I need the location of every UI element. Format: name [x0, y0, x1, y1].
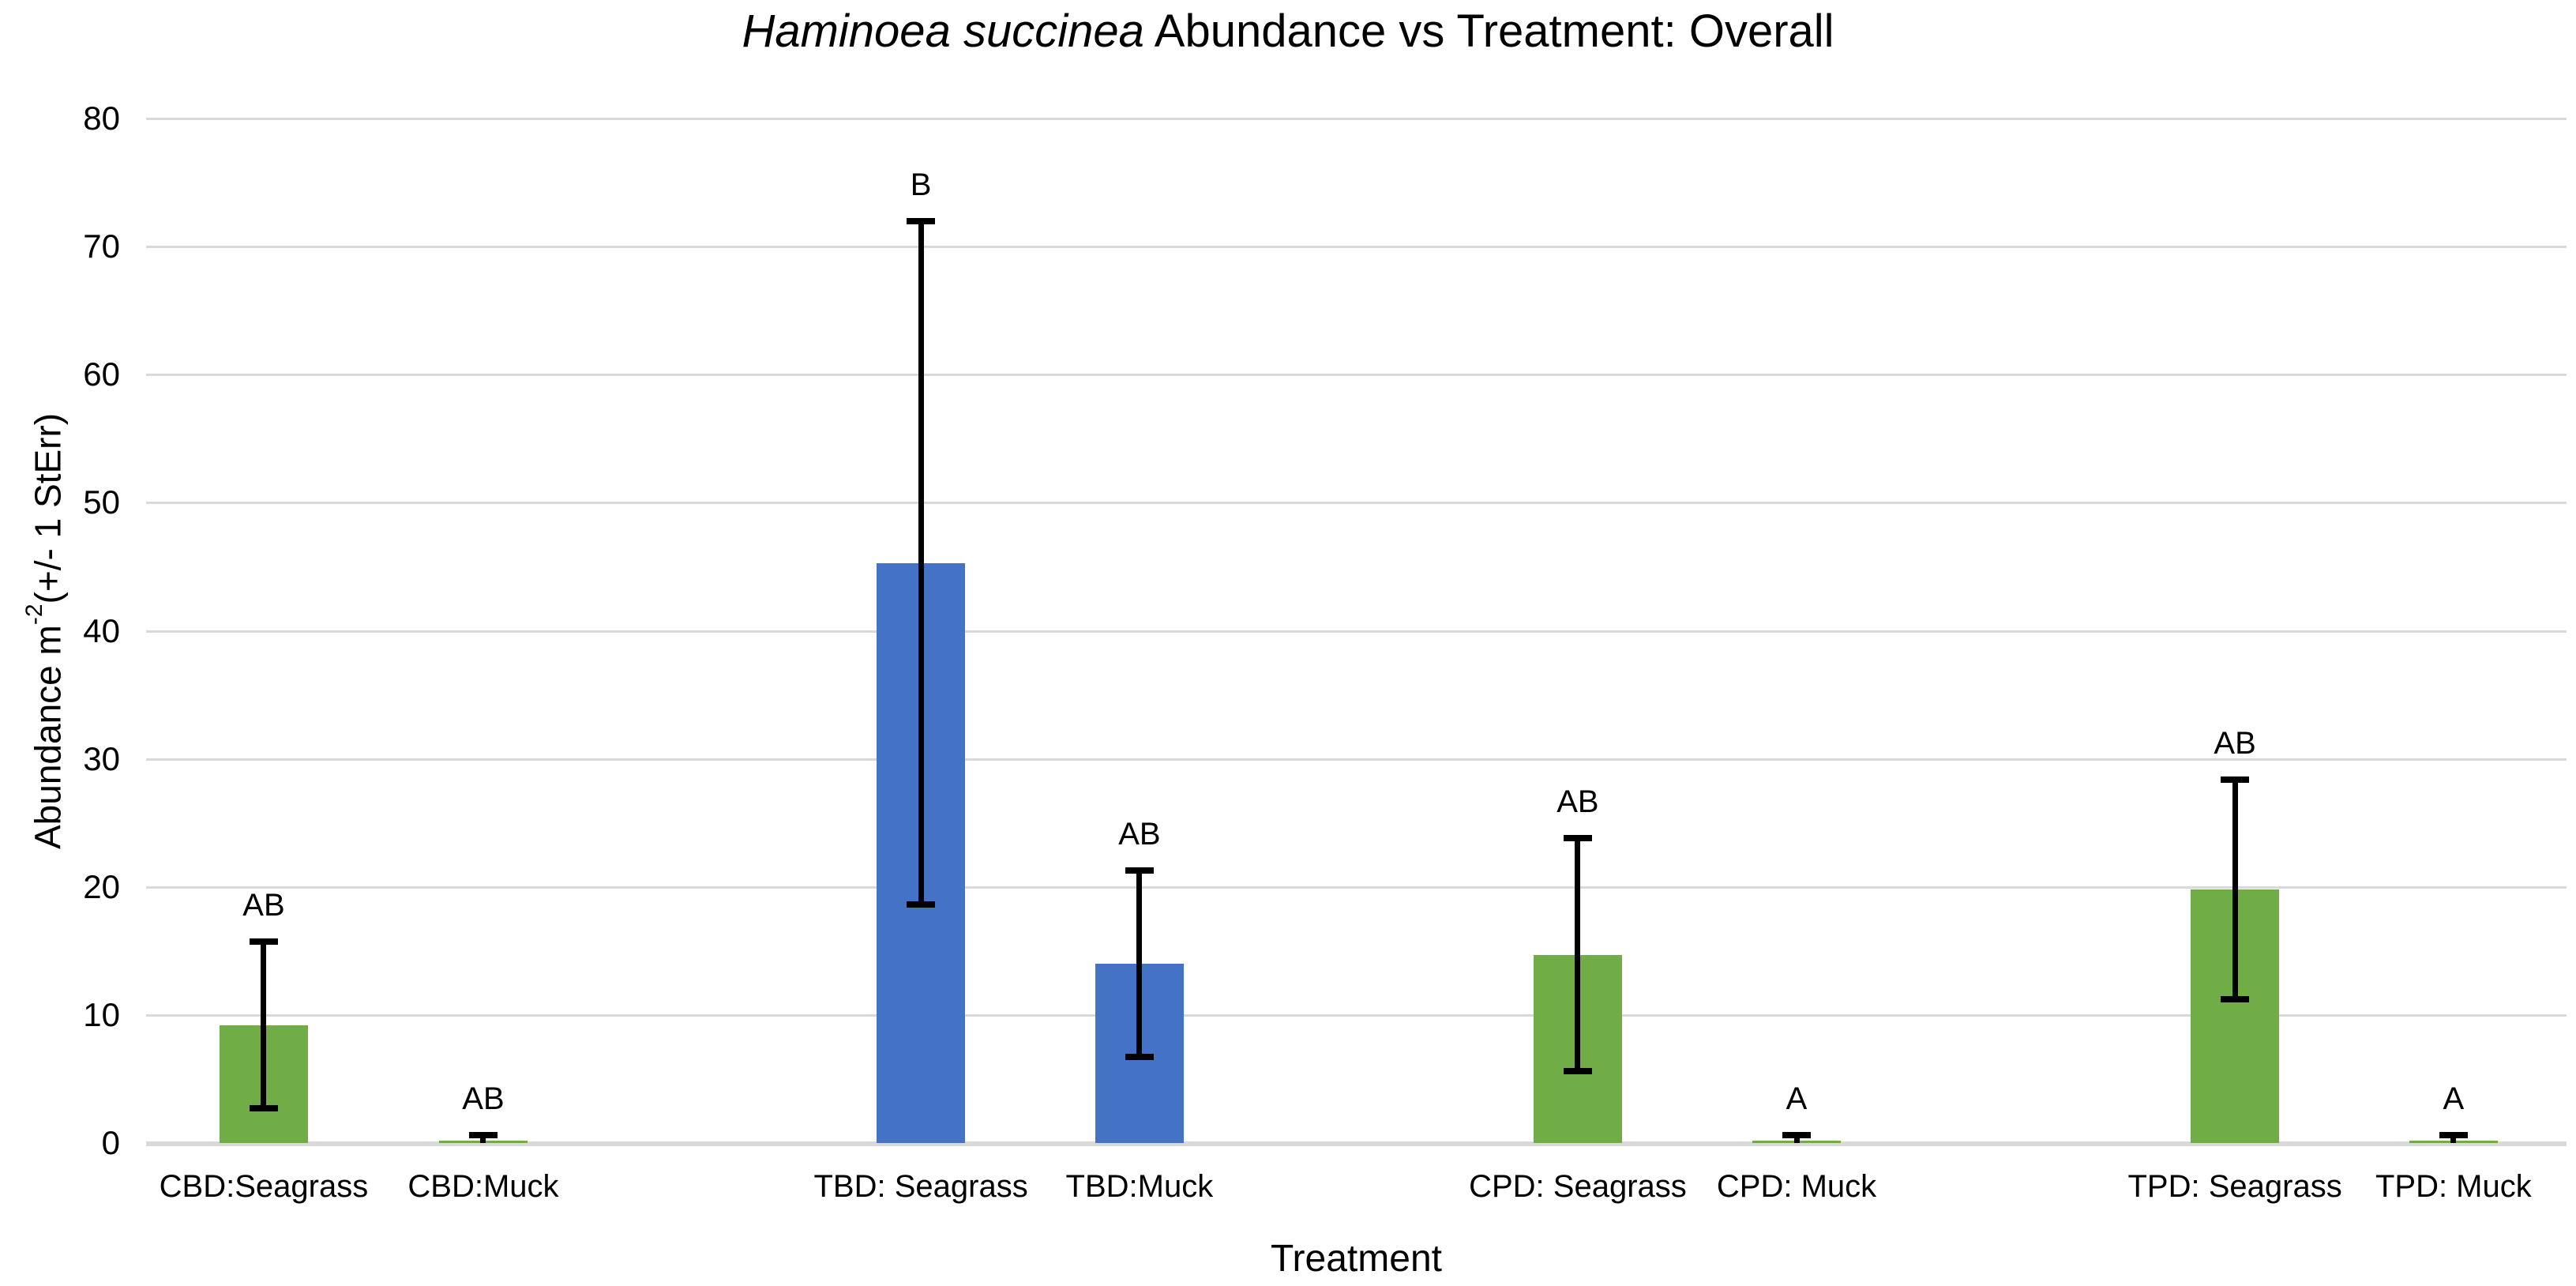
gridline [146, 246, 2567, 249]
gridline [146, 374, 2567, 377]
category-label: CPD: Seagrass [1469, 1169, 1687, 1204]
gridline [146, 758, 2567, 761]
y-tick-label: 70 [83, 227, 120, 265]
category-label: TPD: Seagrass [2127, 1169, 2342, 1204]
error-bar-bottom-cap [1125, 1054, 1154, 1061]
significance-letter: AB [1118, 816, 1161, 852]
error-bar-top-cap [1782, 1132, 1812, 1139]
error-bar-bottom-cap [2221, 996, 2250, 1003]
x-axis-title: Treatment [1271, 1238, 1442, 1280]
category-label: CPD: Muck [1716, 1169, 1877, 1204]
y-tick-label: 20 [83, 867, 120, 905]
significance-letter: AB [462, 1081, 505, 1117]
error-bar-top-cap [1563, 835, 1592, 842]
error-bar-top-cap [907, 217, 936, 224]
category-label: CBD:Seagrass [159, 1169, 369, 1204]
chart-title-rest: Abundance vs Treatment: Overall [1143, 6, 1834, 57]
error-bar-top-cap [468, 1132, 498, 1139]
significance-letter: A [2443, 1081, 2465, 1117]
error-bar-bottom-cap [1563, 1068, 1592, 1075]
y-axis-title-prefix: Abundance m [27, 624, 69, 849]
category-label: TBD: Seagrass [813, 1169, 1028, 1204]
gridline [146, 1013, 2567, 1017]
category-label: CBD:Muck [407, 1169, 559, 1204]
error-bar-top-cap [2221, 776, 2250, 783]
chart-title-species: Haminoea succinea [742, 6, 1144, 57]
error-bar-top-cap [1125, 867, 1154, 874]
y-tick-label: 30 [83, 739, 120, 777]
plot-area: AB AB B AB AB A AB A [146, 118, 2567, 1146]
x-axis-line [146, 1141, 2567, 1146]
category-label: TPD: Muck [2375, 1169, 2532, 1204]
significance-letter: A [1786, 1081, 1808, 1117]
y-tick-label: 10 [83, 995, 120, 1033]
error-bar-whisker [261, 942, 267, 1109]
significance-letter: AB [242, 888, 285, 923]
error-bar-whisker [1793, 1135, 1800, 1143]
error-bar-whisker [480, 1135, 486, 1143]
error-bar-whisker [1575, 838, 1581, 1072]
significance-letter: AB [2214, 725, 2256, 761]
error-bar-whisker [2232, 779, 2238, 1000]
y-tick-label: 0 [101, 1124, 120, 1161]
chart-title: Haminoea succinea Abundance vs Treatment… [0, 5, 2576, 58]
gridline [146, 118, 2567, 120]
y-tick-label: 40 [83, 611, 120, 649]
y-tick-label: 60 [83, 355, 120, 393]
error-bar-whisker [1136, 870, 1143, 1058]
y-tick-label: 80 [83, 100, 120, 137]
error-bar-top-cap [249, 938, 278, 946]
gridline [146, 886, 2567, 889]
error-bar-bottom-cap [249, 1105, 278, 1112]
error-bar-top-cap [2439, 1132, 2468, 1139]
significance-letter: B [910, 167, 932, 202]
gridline [146, 630, 2567, 633]
gridline [146, 502, 2567, 505]
error-bar-bottom-cap [907, 901, 936, 908]
significance-letter: AB [1556, 784, 1599, 820]
error-bar-whisker [918, 220, 924, 905]
category-label: TBD:Muck [1065, 1169, 1214, 1204]
y-tick-label: 50 [83, 483, 120, 521]
error-bar-whisker [2450, 1135, 2457, 1143]
